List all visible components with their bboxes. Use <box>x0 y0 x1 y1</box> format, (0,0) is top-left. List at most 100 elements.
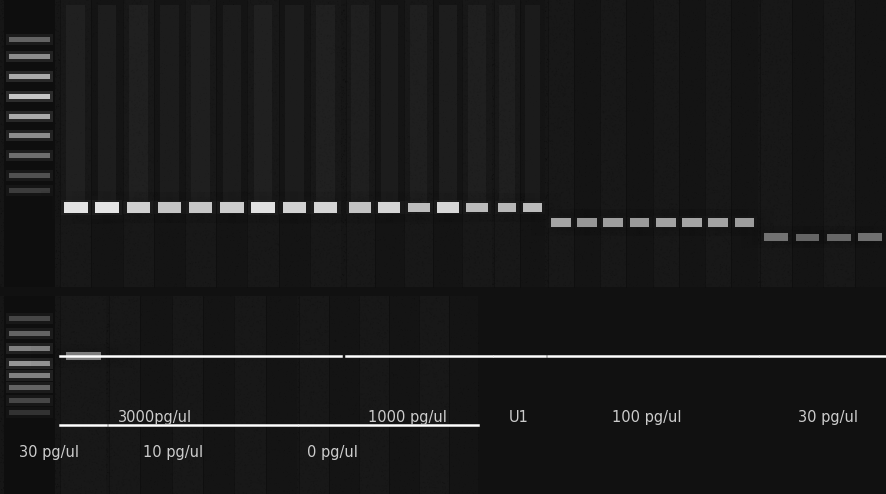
Point <box>52 125 66 133</box>
Point <box>365 315 379 323</box>
Point <box>141 71 155 79</box>
Point <box>442 307 456 315</box>
Point <box>453 301 467 309</box>
Point <box>510 6 525 14</box>
Point <box>96 54 110 62</box>
Point <box>451 455 465 463</box>
Point <box>264 168 278 176</box>
Point <box>686 232 700 240</box>
Point <box>173 72 187 80</box>
Point <box>40 470 54 478</box>
Point <box>343 243 357 251</box>
Point <box>507 259 521 267</box>
Point <box>88 81 102 88</box>
Point <box>657 88 671 96</box>
Point <box>492 262 506 270</box>
Point <box>835 185 850 193</box>
Point <box>354 142 369 150</box>
Point <box>22 93 36 101</box>
Point <box>673 52 688 60</box>
Point <box>875 19 886 27</box>
Point <box>84 50 98 58</box>
Point <box>115 309 129 317</box>
Point <box>202 333 216 341</box>
Point <box>454 329 468 337</box>
Point <box>684 240 698 247</box>
Point <box>419 127 433 135</box>
Point <box>77 54 91 62</box>
Point <box>803 178 817 186</box>
Point <box>42 218 56 226</box>
Point <box>206 101 220 109</box>
Point <box>51 435 66 443</box>
Point <box>622 207 636 215</box>
Point <box>336 127 350 135</box>
Point <box>254 307 268 315</box>
Point <box>626 167 640 175</box>
Point <box>199 196 214 204</box>
Point <box>831 238 845 246</box>
Point <box>287 345 301 353</box>
Point <box>80 282 94 290</box>
Point <box>419 363 433 371</box>
Point <box>184 425 198 433</box>
Point <box>344 379 358 387</box>
Point <box>800 242 814 249</box>
Point <box>475 135 489 143</box>
Point <box>329 20 343 28</box>
Point <box>226 147 240 155</box>
Point <box>308 207 323 215</box>
Point <box>602 19 617 27</box>
Point <box>404 33 418 41</box>
Point <box>794 41 808 49</box>
Point <box>238 227 253 235</box>
Point <box>310 172 324 180</box>
Point <box>308 417 323 425</box>
Point <box>777 268 791 276</box>
Point <box>332 430 346 438</box>
Point <box>606 169 620 177</box>
Point <box>65 108 79 116</box>
Bar <box>66 352 100 360</box>
Point <box>521 232 535 240</box>
Point <box>171 475 185 483</box>
Point <box>331 1 346 9</box>
Point <box>18 22 32 30</box>
Point <box>524 22 538 30</box>
Point <box>187 191 201 199</box>
Point <box>299 101 314 109</box>
Point <box>281 279 295 287</box>
Point <box>764 209 778 217</box>
Point <box>874 49 886 57</box>
Point <box>563 228 577 236</box>
Point <box>208 127 222 135</box>
Point <box>229 247 243 254</box>
Point <box>303 296 317 304</box>
Point <box>289 123 303 130</box>
Point <box>659 159 673 167</box>
Point <box>324 375 338 383</box>
Point <box>773 238 788 246</box>
Point <box>281 0 295 4</box>
Point <box>455 348 469 356</box>
Point <box>700 268 714 276</box>
Point <box>268 229 282 237</box>
Point <box>477 117 491 125</box>
Point <box>159 77 173 84</box>
Point <box>409 259 424 267</box>
Point <box>307 64 322 72</box>
Point <box>472 137 486 145</box>
Point <box>385 221 399 229</box>
Point <box>622 192 636 200</box>
Point <box>834 65 848 73</box>
Point <box>116 316 130 324</box>
Point <box>602 14 617 22</box>
Point <box>491 238 505 246</box>
Point <box>224 366 238 373</box>
Point <box>126 166 140 174</box>
Point <box>323 268 338 276</box>
Point <box>163 304 177 312</box>
Point <box>198 191 212 199</box>
Point <box>8 394 22 402</box>
Point <box>282 77 296 85</box>
